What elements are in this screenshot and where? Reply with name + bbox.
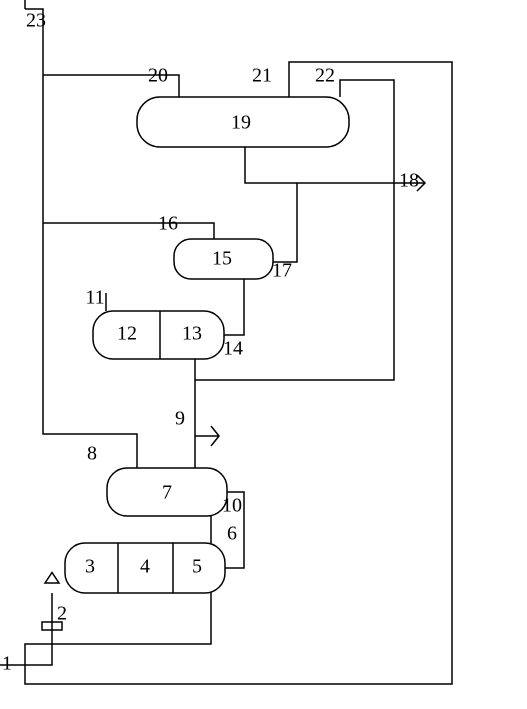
label-21: 21 [252,65,272,87]
label-14: 14 [223,338,243,360]
label-6: 6 [227,523,237,545]
label-7: 7 [162,482,172,504]
label-2: 2 [57,603,67,625]
label-16: 16 [158,213,178,235]
diagram-node-r3 [93,311,224,359]
label-17: 17 [272,260,292,282]
diagram-edge [45,573,59,584]
label-19: 19 [231,112,251,134]
label-18: 18 [399,170,419,192]
diagram-edge [43,223,214,239]
label-9: 9 [175,408,185,430]
label-20: 20 [148,65,168,87]
label-15: 15 [212,248,232,270]
label-13: 13 [182,323,202,345]
label-10: 10 [222,495,242,517]
label-3: 3 [85,556,95,578]
label-8: 8 [87,443,97,465]
diagram-edge [25,9,137,468]
label-11: 11 [85,287,104,309]
label-23: 23 [26,10,46,32]
label-12: 12 [117,323,137,345]
label-5: 5 [192,556,202,578]
label-22: 22 [315,65,335,87]
label-4: 4 [140,556,150,578]
label-1: 1 [2,653,12,675]
